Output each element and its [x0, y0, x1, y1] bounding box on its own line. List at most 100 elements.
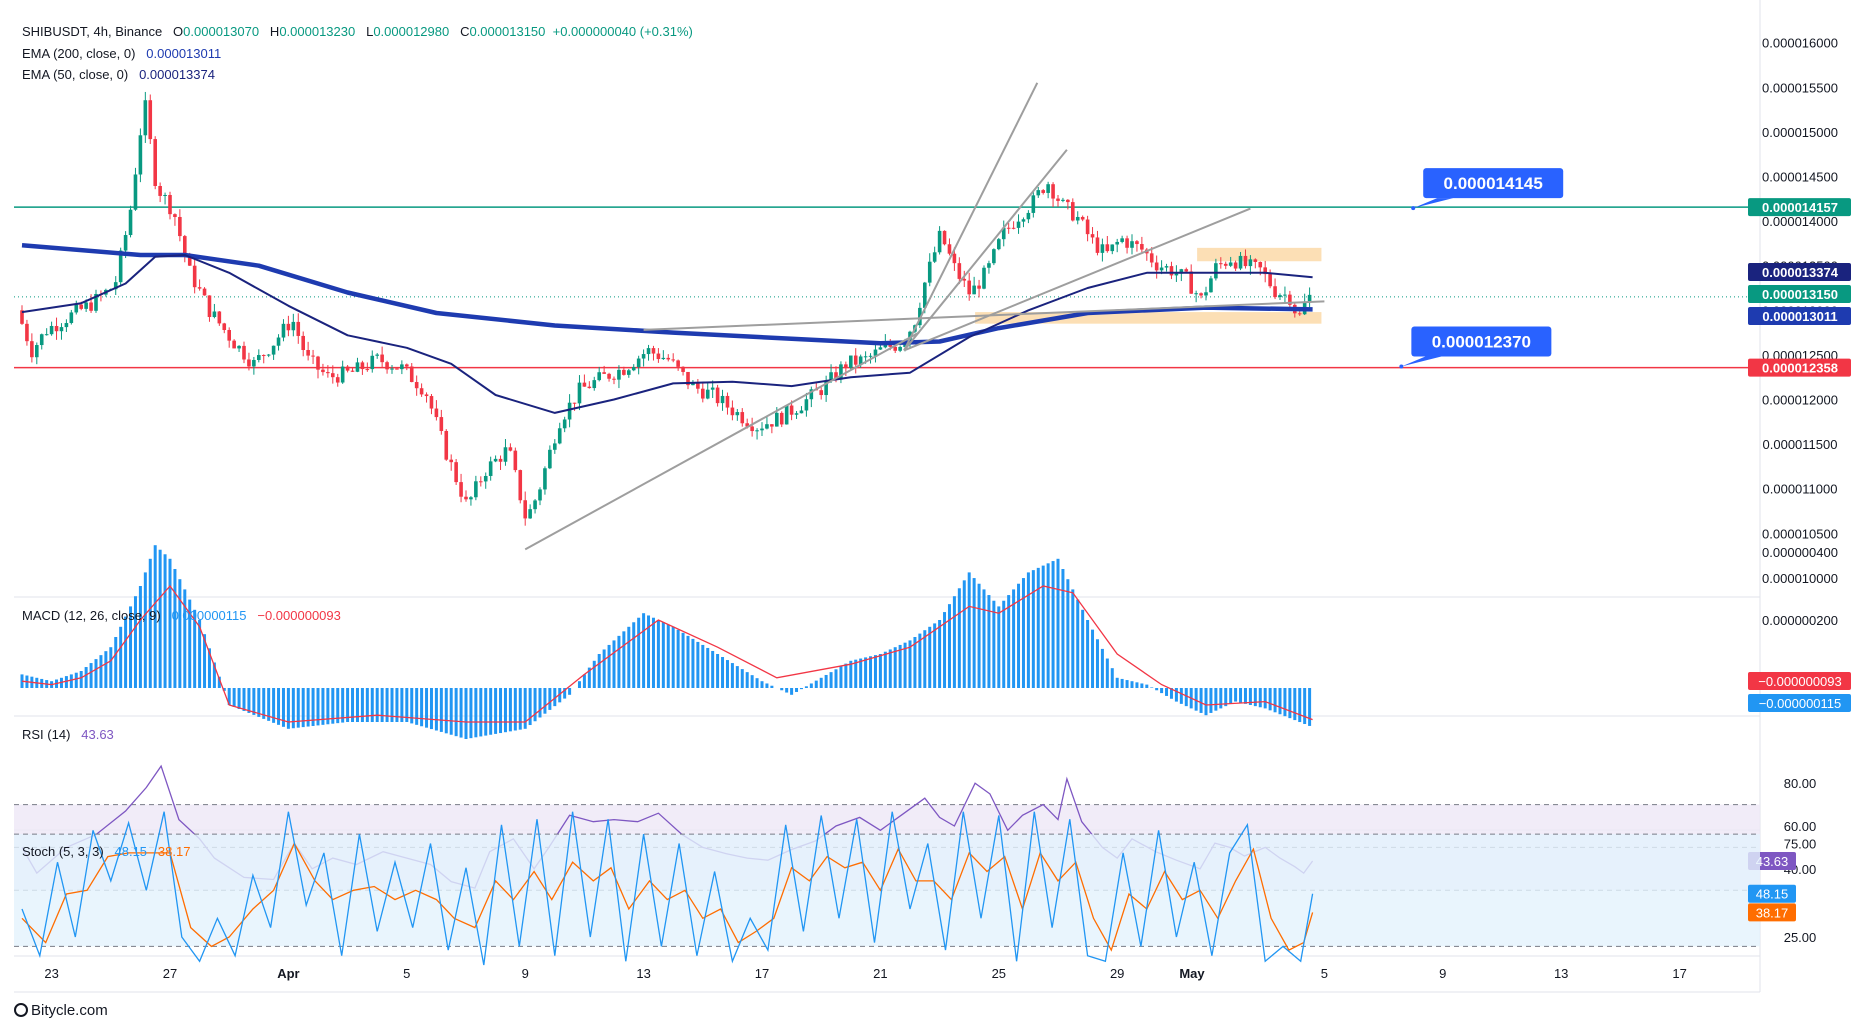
- macd-bar: [563, 688, 567, 699]
- macd-legend[interactable]: MACD (12, 26, close, 9) 0.000000115 −0.0…: [22, 608, 341, 623]
- rsi-legend[interactable]: RSI (14) 43.63: [22, 727, 114, 742]
- macd-bar: [849, 660, 853, 688]
- candle-body: [878, 347, 883, 350]
- candle-body: [444, 430, 449, 460]
- candle-body: [39, 334, 44, 346]
- candle-body: [987, 263, 991, 268]
- candle-body: [1278, 295, 1282, 298]
- ema50-legend[interactable]: EMA (50, close, 0) 0.000013374: [22, 67, 215, 82]
- macd-bar: [780, 688, 784, 691]
- candle-body: [1041, 190, 1045, 193]
- macd-bar: [903, 642, 907, 688]
- candle-body: [1268, 274, 1272, 287]
- macd-bar: [1268, 688, 1272, 711]
- macd-bar: [281, 688, 285, 727]
- candle-body: [1051, 184, 1055, 199]
- brand-footer[interactable]: Bitycle.com: [14, 1002, 108, 1019]
- macd-bar: [503, 688, 507, 733]
- macd-bar: [1273, 688, 1277, 713]
- candle-body: [1085, 219, 1090, 235]
- macd-bar: [133, 596, 137, 688]
- candle-body: [765, 424, 769, 429]
- price-axis-badge-label: 0.000012358: [1762, 361, 1838, 376]
- candle-body: [498, 458, 503, 462]
- macd-bar: [888, 649, 892, 688]
- macd-bar: [479, 688, 483, 737]
- candle-body: [1179, 269, 1184, 274]
- candle-body: [1169, 266, 1174, 276]
- candle-body: [227, 330, 231, 341]
- macd-bar: [395, 688, 399, 722]
- trendline: [524, 331, 920, 551]
- time-tick-label: 17: [1672, 966, 1686, 981]
- macd-bar: [538, 688, 542, 718]
- macd-bar: [1298, 688, 1302, 723]
- candle-body: [449, 459, 453, 463]
- macd-bar: [79, 671, 83, 688]
- price-tick-label: 0.000016000: [1762, 36, 1838, 51]
- stoch-d-line: [21, 842, 1314, 952]
- price-axis-badge-label: 0.000013374: [1762, 265, 1839, 280]
- macd-bar: [1086, 620, 1090, 688]
- candle-body: [789, 405, 794, 415]
- macd-bar: [795, 688, 799, 692]
- macd-bar: [326, 688, 330, 725]
- candle-body: [1006, 227, 1011, 229]
- macd-bar: [360, 688, 364, 722]
- macd-bar: [577, 681, 581, 688]
- macd-bar: [484, 688, 488, 736]
- candle-body: [128, 209, 133, 236]
- macd-bar: [854, 659, 858, 688]
- candle-body: [927, 261, 932, 283]
- macd-bar: [183, 589, 187, 688]
- stoch-d-badge-label: 38.17: [1756, 905, 1789, 920]
- macd-bar: [1243, 688, 1247, 704]
- candle-body: [192, 265, 197, 288]
- macd-bar: [1229, 688, 1233, 704]
- macd-bar: [612, 640, 616, 688]
- macd-bar: [1209, 688, 1213, 713]
- macd-bar: [558, 688, 562, 703]
- candle-body: [419, 388, 424, 395]
- candle-body: [25, 323, 29, 342]
- price-tick-label: 0.000010000: [1762, 571, 1838, 586]
- macd-bar: [301, 688, 305, 728]
- macd-bar: [1263, 688, 1267, 709]
- candle-body: [932, 252, 937, 262]
- macd-legend-label: MACD (12, 26, close, 9): [22, 608, 161, 623]
- candle-body: [311, 355, 315, 357]
- stoch-legend[interactable]: Stoch (5, 3, 3) 48.15 38.17: [22, 844, 190, 859]
- candle-body: [557, 428, 562, 444]
- macd-bar: [429, 688, 433, 730]
- price-tick-label: 0.000011500: [1763, 437, 1838, 452]
- candle-body: [1046, 184, 1050, 193]
- candle-body: [1199, 293, 1203, 296]
- macd-axis-badge: [1748, 672, 1851, 690]
- candle-body: [1149, 253, 1154, 263]
- rsi-axis-badge-label: 43.63: [1756, 854, 1789, 869]
- macd-bar: [819, 677, 823, 688]
- macd-bar: [212, 662, 216, 688]
- macd-bar: [336, 688, 340, 724]
- time-tick-label: May: [1179, 966, 1205, 981]
- macd-bar: [262, 688, 266, 719]
- macd-bar: [873, 655, 877, 688]
- macd-bar: [952, 596, 956, 688]
- candle-body: [1120, 238, 1124, 242]
- candle-body: [720, 395, 725, 404]
- macd-bar: [1026, 572, 1030, 688]
- macd-bar: [291, 688, 295, 729]
- candle-body: [844, 364, 848, 368]
- macd-bar: [716, 654, 720, 688]
- macd-bar: [1076, 599, 1080, 688]
- candle-body: [207, 295, 212, 318]
- candle-body: [261, 355, 266, 357]
- candle-body: [178, 216, 182, 237]
- macd-bar: [1105, 658, 1109, 688]
- candle-body: [562, 419, 567, 429]
- macd-bar: [1239, 688, 1243, 703]
- ema200-legend[interactable]: EMA (200, close, 0) 0.000013011: [22, 46, 221, 61]
- macd-bar: [316, 688, 320, 726]
- macd-bar: [1021, 578, 1025, 688]
